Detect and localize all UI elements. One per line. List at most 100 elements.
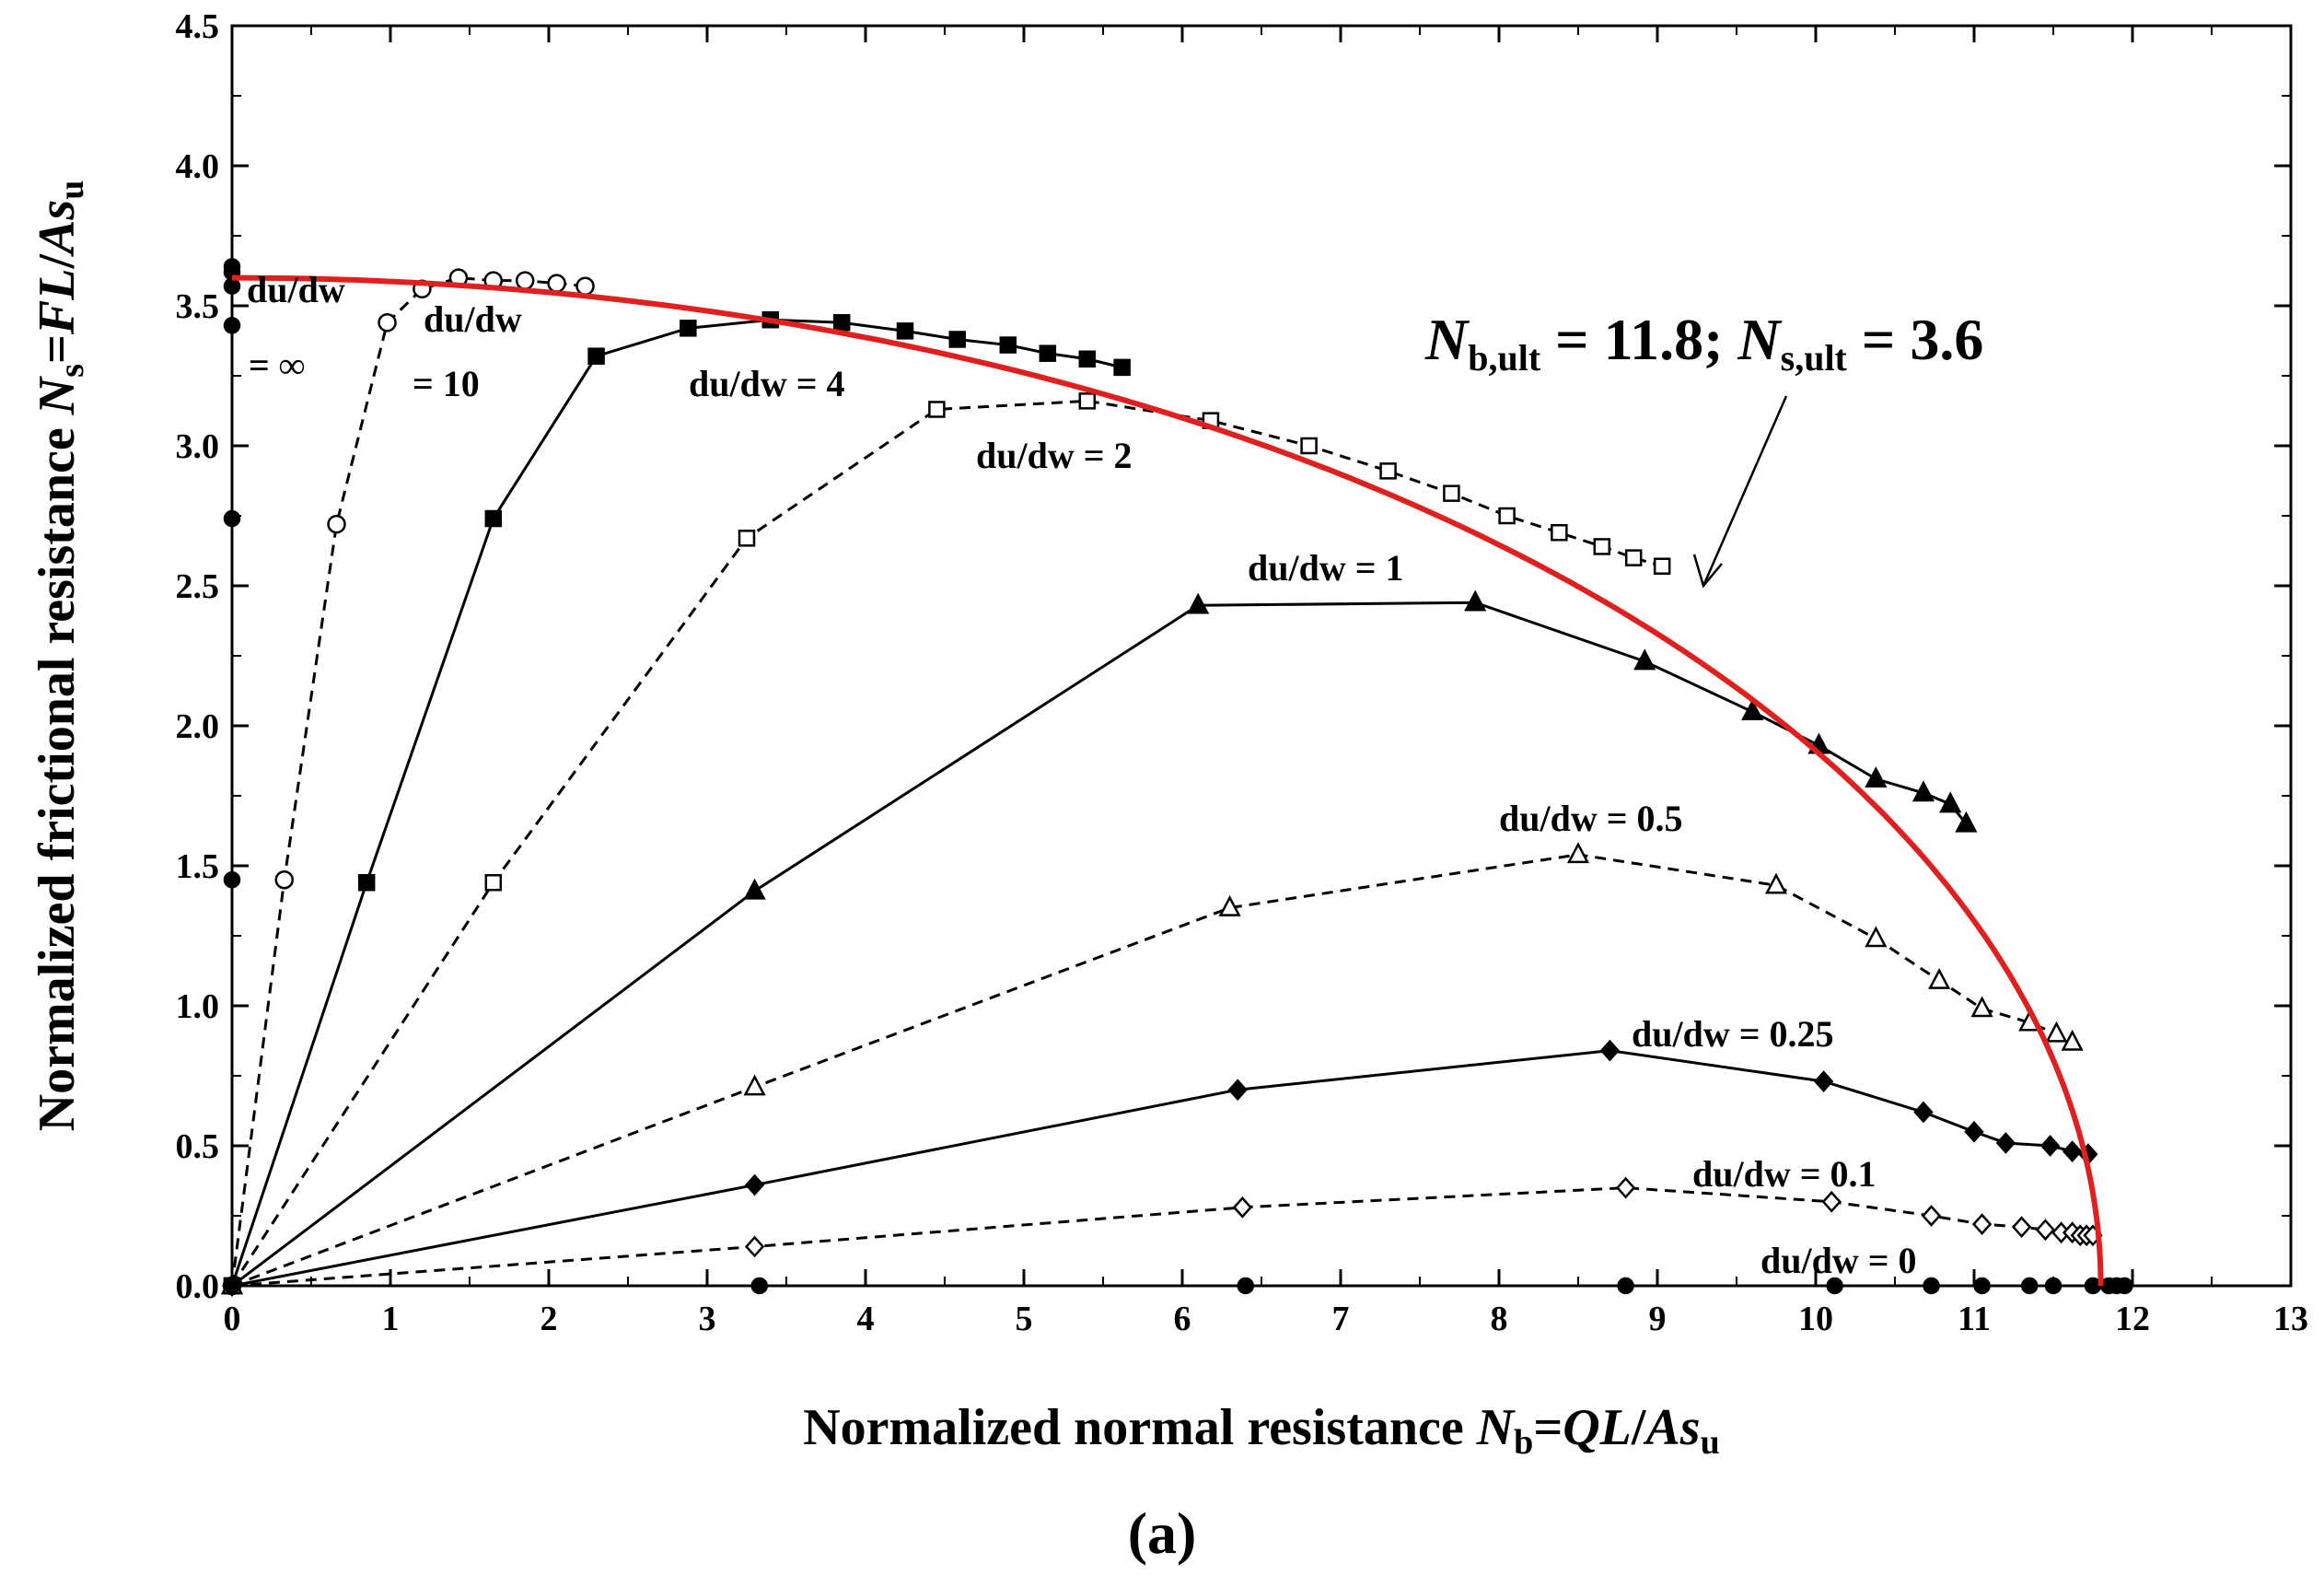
annotation-arrow-head — [1692, 554, 1723, 589]
y-tick-label: 0.0 — [176, 1267, 220, 1306]
y-tick-label: 3.5 — [176, 287, 220, 326]
data-point-circle — [2020, 1277, 2039, 1295]
data-point-square — [1653, 557, 1671, 575]
y-tick-label: 2.0 — [176, 707, 220, 746]
data-point-circle — [1617, 1277, 1634, 1295]
y-tick-label: 3.0 — [176, 427, 220, 466]
x-tick-label: 7 — [1332, 1300, 1350, 1338]
data-point-circle — [274, 869, 295, 890]
data-point-square — [948, 331, 967, 348]
data-point-diamond — [1995, 1132, 2016, 1154]
plot-frame — [230, 24, 2293, 1288]
series-line — [231, 1186, 2093, 1288]
data-point-triangle — [1741, 699, 1764, 721]
data-point-triangle — [1928, 967, 1951, 989]
x-tick-label: 8 — [1491, 1300, 1508, 1338]
data-point-triangle — [2045, 1021, 2068, 1043]
data-point-circle — [547, 274, 566, 293]
series-8 — [223, 1277, 2133, 1295]
label-inf-line1: du/dw — [247, 269, 345, 310]
data-point-triangle — [1955, 811, 1978, 833]
data-point-square — [1078, 350, 1097, 368]
x-tick-label: 10 — [1798, 1300, 1833, 1338]
data-point-square — [1498, 507, 1516, 525]
data-point-diamond — [2035, 1219, 2056, 1242]
data-point-triangle — [1464, 589, 1487, 612]
data-point-diamond — [1599, 1039, 1621, 1062]
data-point-diamond — [744, 1173, 765, 1196]
data-point-diamond — [2039, 1135, 2061, 1157]
label-10-line1: du/dw — [424, 298, 522, 340]
x-tick-label: 13 — [2273, 1300, 2308, 1338]
data-point-triangle — [1764, 872, 1788, 894]
label-inf-line2: = ∞ — [249, 344, 305, 386]
data-point-square — [1078, 392, 1097, 410]
data-point-square — [928, 401, 946, 418]
label-0-5: du/dw = 0.5 — [1499, 798, 1683, 839]
data-point-square — [896, 322, 914, 340]
data-point-triangle — [1865, 926, 1888, 948]
data-point-diamond — [1813, 1070, 1834, 1092]
data-point-diamond — [744, 1235, 765, 1258]
data-point-square — [680, 320, 697, 337]
data-point-triangle — [1633, 648, 1656, 671]
label-1: du/dw = 1 — [1248, 547, 1404, 589]
data-point-diamond — [2062, 1140, 2083, 1162]
data-point-circle — [223, 277, 241, 295]
failure-envelope-curve — [231, 274, 2104, 1287]
y-tick-label: 1.5 — [176, 847, 220, 886]
y-tick-label: 4.5 — [176, 7, 220, 46]
series-line — [231, 853, 2074, 1288]
data-point-circle — [750, 1277, 769, 1295]
data-point-square — [1551, 523, 1568, 542]
label-2: du/dw = 2 — [976, 435, 1133, 476]
y-tick-label: 2.5 — [176, 567, 220, 606]
data-point-diamond — [1964, 1120, 1984, 1143]
x-tick-label: 6 — [1174, 1300, 1191, 1338]
label-0-25: du/dw = 0.25 — [1632, 1013, 1834, 1055]
data-point-triangle — [1939, 791, 1962, 813]
data-point-circle — [575, 276, 595, 296]
data-point-triangle — [743, 1074, 766, 1096]
data-point-square — [1113, 358, 1131, 377]
x-tick-label: 1 — [382, 1300, 400, 1338]
data-point-diamond — [1821, 1190, 1842, 1213]
series-0 — [223, 258, 241, 889]
x-tick-label: 11 — [1958, 1300, 1991, 1338]
data-point-circle — [223, 1277, 241, 1295]
x-tick-label: 9 — [1649, 1300, 1667, 1338]
label-0: du/dw = 0 — [1760, 1240, 1917, 1281]
data-point-diamond — [2011, 1216, 2032, 1239]
data-point-square — [587, 347, 605, 365]
y-tick-label: 4.0 — [176, 147, 220, 186]
data-point-diamond — [1913, 1101, 1934, 1124]
data-point-square — [357, 873, 376, 892]
data-point-circle — [1237, 1277, 1255, 1295]
data-point-square — [484, 873, 503, 892]
data-point-triangle — [1911, 780, 1935, 802]
data-point-square — [832, 313, 851, 332]
y-tick-label: 1.0 — [176, 987, 220, 1026]
x-tick-label: 5 — [1016, 1300, 1033, 1338]
series-7 — [222, 1176, 2103, 1297]
data-point-square — [1300, 437, 1318, 455]
series-line — [230, 399, 1663, 1287]
label-4: du/dw = 4 — [689, 363, 845, 404]
series-5 — [220, 842, 2084, 1295]
data-point-square — [999, 336, 1017, 354]
data-point-square — [1379, 462, 1397, 480]
data-point-triangle — [1970, 996, 1993, 1018]
series-line — [230, 276, 586, 1287]
data-point-square — [1593, 538, 1611, 555]
y-axis-title: Normalized frictional resistance Ns=FL/A… — [29, 181, 91, 1132]
data-point-triangle — [1218, 894, 1241, 916]
x-tick-label: 0 — [224, 1300, 241, 1338]
data-point-circle — [223, 509, 241, 528]
x-tick-label: 12 — [2115, 1300, 2150, 1338]
data-point-circle — [223, 870, 241, 889]
data-point-square — [1624, 549, 1643, 566]
x-tick-label: 2 — [540, 1300, 558, 1338]
data-point-triangle — [743, 878, 766, 900]
label-10-line2: = 10 — [413, 363, 480, 404]
